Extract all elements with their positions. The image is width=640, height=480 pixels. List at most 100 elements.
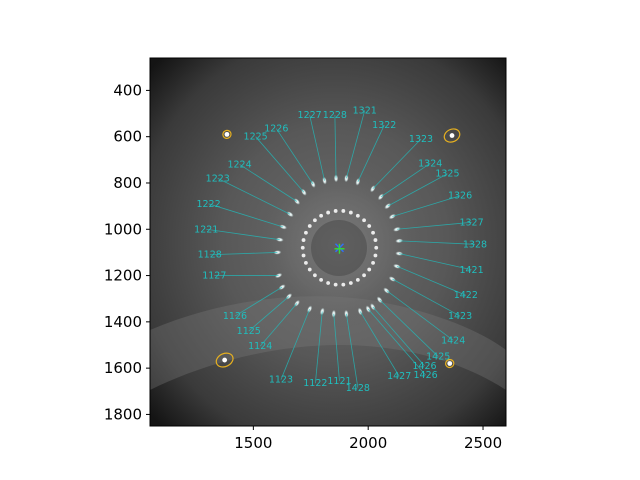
inner-spot bbox=[341, 282, 346, 287]
y-tick-label: 800 bbox=[113, 174, 142, 192]
annotation-leader bbox=[399, 253, 472, 271]
fiducial-ellipse bbox=[222, 129, 232, 139]
annotation-label: 1328 bbox=[463, 239, 487, 250]
annotation-leader bbox=[357, 124, 385, 182]
annotation-label: 1321 bbox=[353, 105, 377, 116]
inner-spot bbox=[301, 253, 306, 258]
outer-spot bbox=[293, 198, 301, 205]
y-tick-label: 400 bbox=[113, 81, 142, 99]
annotation-label: 1227 bbox=[298, 110, 322, 121]
outer-spot bbox=[275, 237, 284, 242]
x-tick-label: 2000 bbox=[349, 434, 387, 452]
fiducial-star bbox=[447, 361, 453, 366]
inner-spot bbox=[355, 277, 360, 282]
center-marker bbox=[334, 243, 345, 254]
annotation-leader bbox=[208, 203, 284, 228]
y-tick-label: 1400 bbox=[104, 313, 142, 331]
inner-spot bbox=[304, 230, 308, 235]
inner-spot bbox=[371, 230, 375, 235]
inner-spot bbox=[367, 224, 372, 228]
inner-spot bbox=[374, 245, 379, 250]
annotation-label: 1426 bbox=[414, 370, 438, 381]
annotation-label: 1422 bbox=[454, 290, 478, 301]
annotation-label: 1224 bbox=[227, 159, 251, 170]
inner-spot bbox=[371, 260, 375, 265]
annotation-label: 1228 bbox=[323, 110, 347, 121]
annotation-leader bbox=[217, 177, 291, 215]
y-tick-label: 600 bbox=[113, 128, 142, 146]
annotation-leader bbox=[333, 313, 340, 381]
annotation-label: 1221 bbox=[194, 224, 218, 235]
y-tick-label: 1600 bbox=[104, 359, 142, 377]
annotation-leader bbox=[392, 195, 461, 217]
inner-spot bbox=[326, 281, 331, 285]
annotation-label: 1428 bbox=[346, 383, 370, 394]
inner-spot bbox=[326, 210, 331, 215]
inner-spot bbox=[301, 238, 306, 242]
annotation-leader bbox=[314, 311, 323, 384]
outer-spot bbox=[395, 238, 404, 244]
inner-spot bbox=[355, 213, 360, 218]
annotation-leader bbox=[392, 278, 461, 317]
annotation-label: 1424 bbox=[441, 335, 465, 346]
inner-spot bbox=[304, 260, 308, 265]
annotation-label: 1326 bbox=[448, 191, 472, 202]
fiducial-star bbox=[222, 357, 228, 363]
annotation-label: 1423 bbox=[448, 311, 472, 322]
annotation-leader bbox=[387, 173, 448, 207]
annotation-label: 1226 bbox=[264, 124, 288, 135]
y-tick-label: 1000 bbox=[104, 220, 142, 238]
axes-frame bbox=[149, 57, 507, 427]
inner-spot bbox=[348, 281, 353, 285]
inner-spot bbox=[312, 218, 317, 223]
annotation-leader bbox=[209, 252, 278, 256]
annotation-leader bbox=[345, 110, 366, 179]
annotation-label: 1327 bbox=[459, 217, 483, 228]
fiducial-markers bbox=[215, 128, 461, 369]
annotation-label: 1323 bbox=[409, 134, 433, 145]
annotation-label: 1123 bbox=[269, 375, 293, 386]
annotation-label: 1421 bbox=[459, 265, 483, 276]
annotation-leader bbox=[259, 303, 298, 347]
annotation-label: 1223 bbox=[206, 173, 230, 184]
annotation-label: 1126 bbox=[223, 311, 247, 322]
y-axis: 400 600 800 1000 1200 1400 1600 1800 bbox=[104, 81, 150, 423]
annotation-label: 1124 bbox=[248, 341, 272, 352]
bright-streak bbox=[150, 296, 506, 390]
fiducial-ellipse bbox=[215, 352, 234, 368]
outer-spot bbox=[395, 251, 404, 256]
fiducial-star bbox=[224, 131, 230, 137]
inner-spot bbox=[319, 277, 324, 282]
annotation-leader bbox=[399, 240, 476, 245]
annotation-label: 1225 bbox=[244, 132, 268, 143]
inner-spot bbox=[319, 213, 324, 218]
inner-spot bbox=[307, 267, 312, 272]
inner-spot bbox=[333, 209, 338, 213]
annotation-leader bbox=[345, 313, 359, 388]
annotation-leader bbox=[280, 308, 310, 380]
inner-spot bbox=[362, 218, 366, 223]
inner-spot bbox=[333, 282, 338, 287]
x-axis: 1500 2000 2500 bbox=[234, 426, 502, 452]
annotation-label: 1425 bbox=[426, 352, 450, 363]
annotation-leader bbox=[396, 265, 466, 296]
annotation-leader bbox=[275, 128, 314, 185]
inner-spot bbox=[341, 209, 346, 213]
annotation-leader bbox=[359, 311, 400, 377]
y-tick-label: 1200 bbox=[104, 267, 142, 285]
fiducial-star bbox=[449, 133, 455, 138]
inner-spot bbox=[362, 273, 366, 278]
annotation-leader bbox=[379, 299, 439, 357]
inner-spot-ring bbox=[300, 209, 379, 287]
annotation-leader bbox=[206, 228, 280, 241]
annotation-leader bbox=[372, 138, 422, 190]
inner-spot bbox=[373, 253, 378, 258]
fiducial-ellipse bbox=[445, 358, 455, 369]
annotation-label: 1125 bbox=[237, 326, 261, 337]
inner-spot bbox=[373, 238, 378, 242]
annotation-label: 1322 bbox=[372, 120, 396, 131]
annotation-label: 1427 bbox=[387, 371, 411, 382]
